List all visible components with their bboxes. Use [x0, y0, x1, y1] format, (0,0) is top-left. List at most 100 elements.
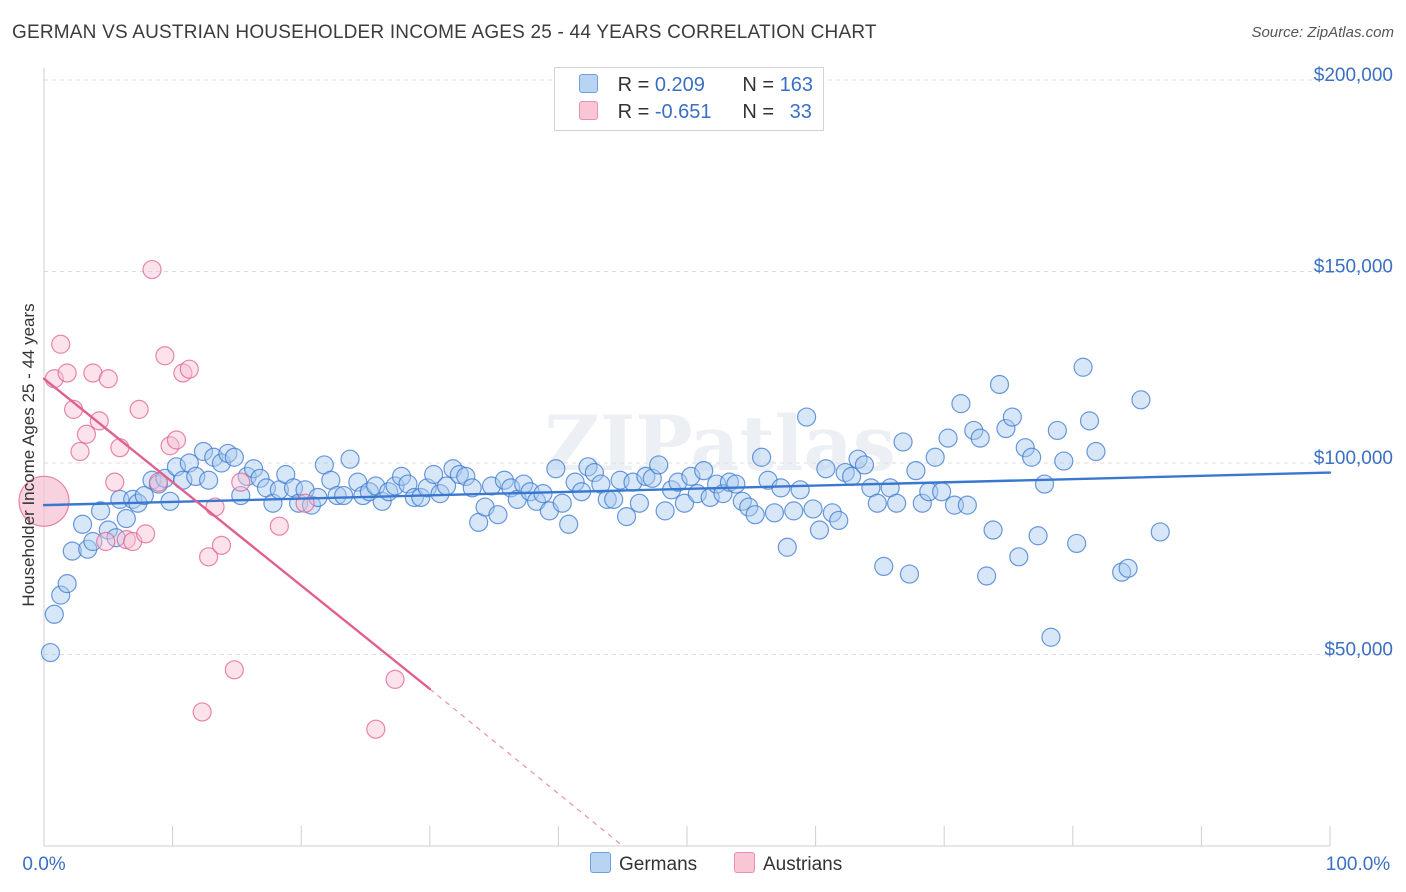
data-point-germans [57, 574, 77, 594]
bottom-legend-swatch-austrians [734, 852, 755, 873]
data-point-germans [1002, 407, 1022, 427]
data-point-austrians [57, 363, 77, 383]
bottom-legend-swatch-germans [590, 852, 611, 873]
data-point-germans [771, 478, 791, 498]
trend-line-austrians [42, 377, 431, 691]
data-point-germans [72, 514, 93, 534]
data-point-germans [456, 466, 476, 487]
y-tick-label: $50,000 [1324, 640, 1393, 661]
data-point-austrians [155, 346, 175, 366]
data-point-germans [44, 604, 64, 624]
data-point-germans [250, 468, 270, 488]
data-point-germans [1028, 526, 1048, 546]
data-point-austrians [211, 535, 232, 555]
data-point-austrians [199, 547, 219, 567]
data-point-germans [488, 505, 508, 525]
data-point-germans [655, 501, 675, 521]
data-point-germans [964, 420, 984, 441]
data-point-germans [854, 455, 875, 475]
data-point-austrians [192, 702, 212, 722]
y-tick-label: $150,000 [1314, 257, 1393, 278]
legend-swatch-austrians [579, 101, 598, 120]
data-point-germans [1086, 441, 1106, 462]
data-point-germans [893, 432, 913, 452]
y-tick-label: $100,000 [1314, 448, 1393, 469]
data-point-germans [327, 485, 347, 506]
data-point-germans [726, 474, 746, 494]
data-point-austrians [224, 660, 244, 680]
trend-line-germans [42, 471, 1332, 507]
legend-n-label: N = [742, 101, 780, 123]
trend-line-extension-austrians [429, 688, 624, 847]
legend-r-value: 0.209 [654, 74, 705, 96]
x-tick-label-max: 100.0% [1326, 854, 1391, 875]
data-point-austrians [166, 430, 187, 450]
data-point-austrians [142, 259, 162, 280]
data-point-germans [244, 459, 264, 479]
data-point-germans [796, 407, 817, 427]
grid-lines [44, 79, 1395, 655]
data-point-austrians [110, 438, 130, 458]
data-point-austrians [18, 475, 70, 527]
data-point-germans [899, 564, 920, 584]
data-point-germans [739, 497, 759, 517]
data-point-germans [51, 585, 71, 605]
data-point-germans [559, 514, 579, 534]
bottom-legend-label: Germans [619, 854, 698, 875]
data-point-austrians [269, 516, 289, 536]
data-point-germans [1041, 627, 1061, 647]
trend-lines [42, 377, 1332, 847]
data-point-germans [867, 493, 887, 513]
data-point-germans [874, 556, 894, 577]
data-point-germans [1067, 533, 1087, 554]
data-point-germans [1079, 411, 1100, 431]
x-ticks [172, 826, 1331, 846]
data-point-germans [116, 508, 136, 529]
data-point-germans [224, 447, 244, 467]
data-point-germans [938, 428, 958, 448]
data-point-germans [970, 428, 990, 448]
data-point-germans [340, 449, 360, 469]
data-point-germans [803, 499, 823, 519]
data-point-germans [822, 503, 842, 523]
data-point-germans [983, 520, 1003, 540]
y-axis-label: Householder Income Ages 25 - 44 years [19, 303, 38, 606]
data-point-germans [784, 501, 804, 521]
data-point-germans [925, 447, 945, 467]
data-point-germans [745, 505, 765, 525]
data-point-germans [193, 441, 214, 462]
y-tick-label: $200,000 [1314, 65, 1393, 86]
bottom-legend-austrians: Austrians [734, 852, 842, 876]
data-point-germans [751, 447, 772, 467]
data-point-austrians [51, 334, 71, 354]
data-point-germans [764, 503, 785, 523]
data-point-germans [932, 482, 952, 502]
data-point-germans [1009, 547, 1029, 567]
data-point-austrians [96, 531, 116, 552]
legend-r-label: R = [617, 74, 655, 96]
data-point-germans [1015, 438, 1035, 458]
data-point-germans [1022, 447, 1042, 467]
data-point-germans [887, 493, 907, 513]
data-point-germans [906, 461, 926, 481]
data-point-germans [957, 495, 977, 515]
data-point-germans [790, 480, 810, 500]
data-point-austrians [129, 399, 149, 419]
data-point-germans [98, 520, 118, 540]
data-point-germans [424, 464, 444, 485]
data-point-germans [977, 566, 997, 586]
data-point-germans [604, 489, 624, 509]
data-point-germans [546, 459, 566, 479]
data-point-germans [430, 484, 450, 504]
data-point-germans [462, 478, 482, 498]
data-point-germans [90, 501, 111, 521]
data-point-germans [40, 642, 61, 663]
data-point-germans [829, 510, 849, 531]
data-point-germans [674, 493, 695, 513]
data-point-austrians [70, 441, 90, 462]
data-point-austrians [135, 524, 156, 544]
data-point-germans [552, 493, 572, 513]
data-point-germans [951, 394, 971, 414]
data-point-austrians [366, 719, 386, 739]
